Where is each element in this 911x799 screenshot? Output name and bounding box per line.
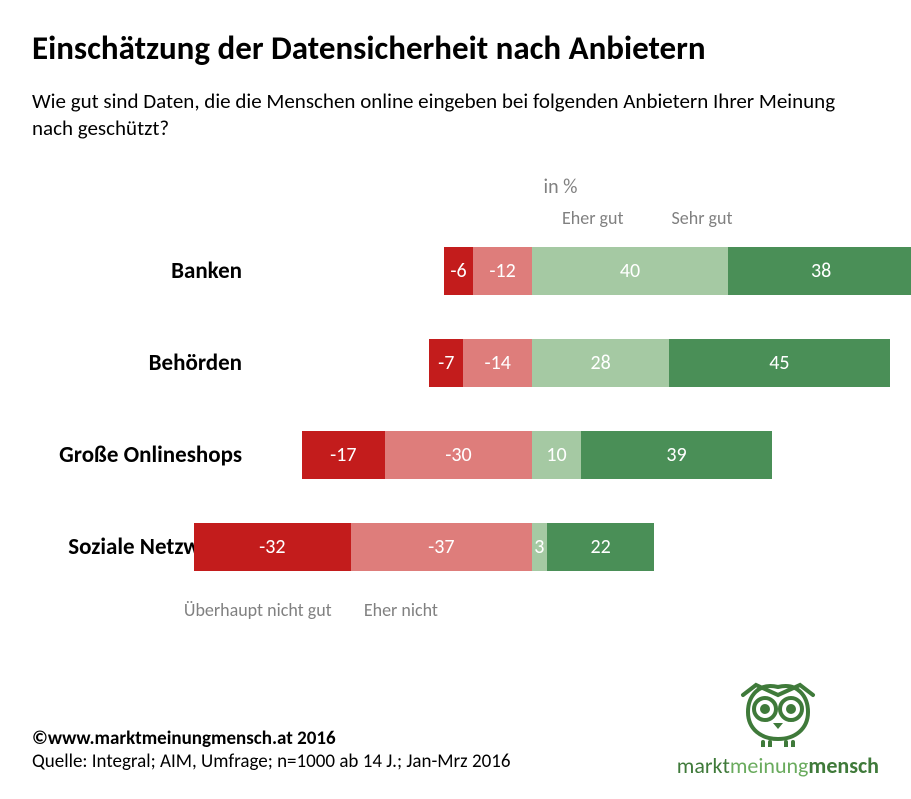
bar-area: -6-124038 [262,247,859,295]
chart-subtitle: Wie gut sind Daten, die die Menschen onl… [32,88,879,143]
seg-very-good: 39 [581,431,772,479]
chart-row: Große Onlineshops -17-301039 [32,419,879,491]
bottom-series-labels: Überhaupt nicht gut Eher nicht [184,599,879,621]
label-rather-good: Eher gut [562,207,624,229]
bar-area: -7-142845 [262,339,859,387]
seg-rather-not: -12 [473,247,532,295]
chart-row: Soziale Netzwerke-32-37322 [32,511,879,583]
category-label: Behörden [32,349,252,377]
seg-rather-not: -37 [351,523,532,571]
logo-text: marktmeinungmensch [677,752,879,779]
seg-rather-not: -14 [463,339,532,387]
bar-area: -32-37322 [262,523,859,571]
seg-rather-good: 10 [532,431,581,479]
seg-rather-not: -30 [385,431,532,479]
chart-row: Banken -6-124038 [32,235,879,307]
unit-label: in % [242,175,879,199]
label-rather-not: Eher nicht [364,599,438,621]
brand-logo: marktmeinungmensch [677,677,879,779]
chart-title: Einschätzung der Datensicherheit nach An… [32,28,879,68]
label-very-good: Sehr gut [672,207,733,229]
seg-not-at-all: -17 [302,431,385,479]
seg-very-good: 38 [728,247,911,295]
label-not-at-all: Überhaupt nicht gut [184,599,332,621]
seg-not-at-all: -7 [429,339,463,387]
category-label: Große Onlineshops [32,441,252,469]
seg-not-at-all: -6 [444,247,473,295]
seg-very-good: 22 [547,523,655,571]
top-series-labels: Eher gut Sehr gut [562,207,879,229]
seg-rather-good: 40 [532,247,728,295]
seg-rather-good: 3 [532,523,547,571]
seg-not-at-all: -32 [194,523,351,571]
bar-area: -17-301039 [262,431,859,479]
category-label: Banken [32,257,252,285]
seg-very-good: 45 [669,339,890,387]
seg-rather-good: 28 [532,339,669,387]
owl-icon [728,677,828,747]
chart-row: Behörden -7-142845 [32,327,879,399]
diverging-bar-chart: Banken -6-124038 Behörden -7-142845 Große On… [32,235,879,583]
